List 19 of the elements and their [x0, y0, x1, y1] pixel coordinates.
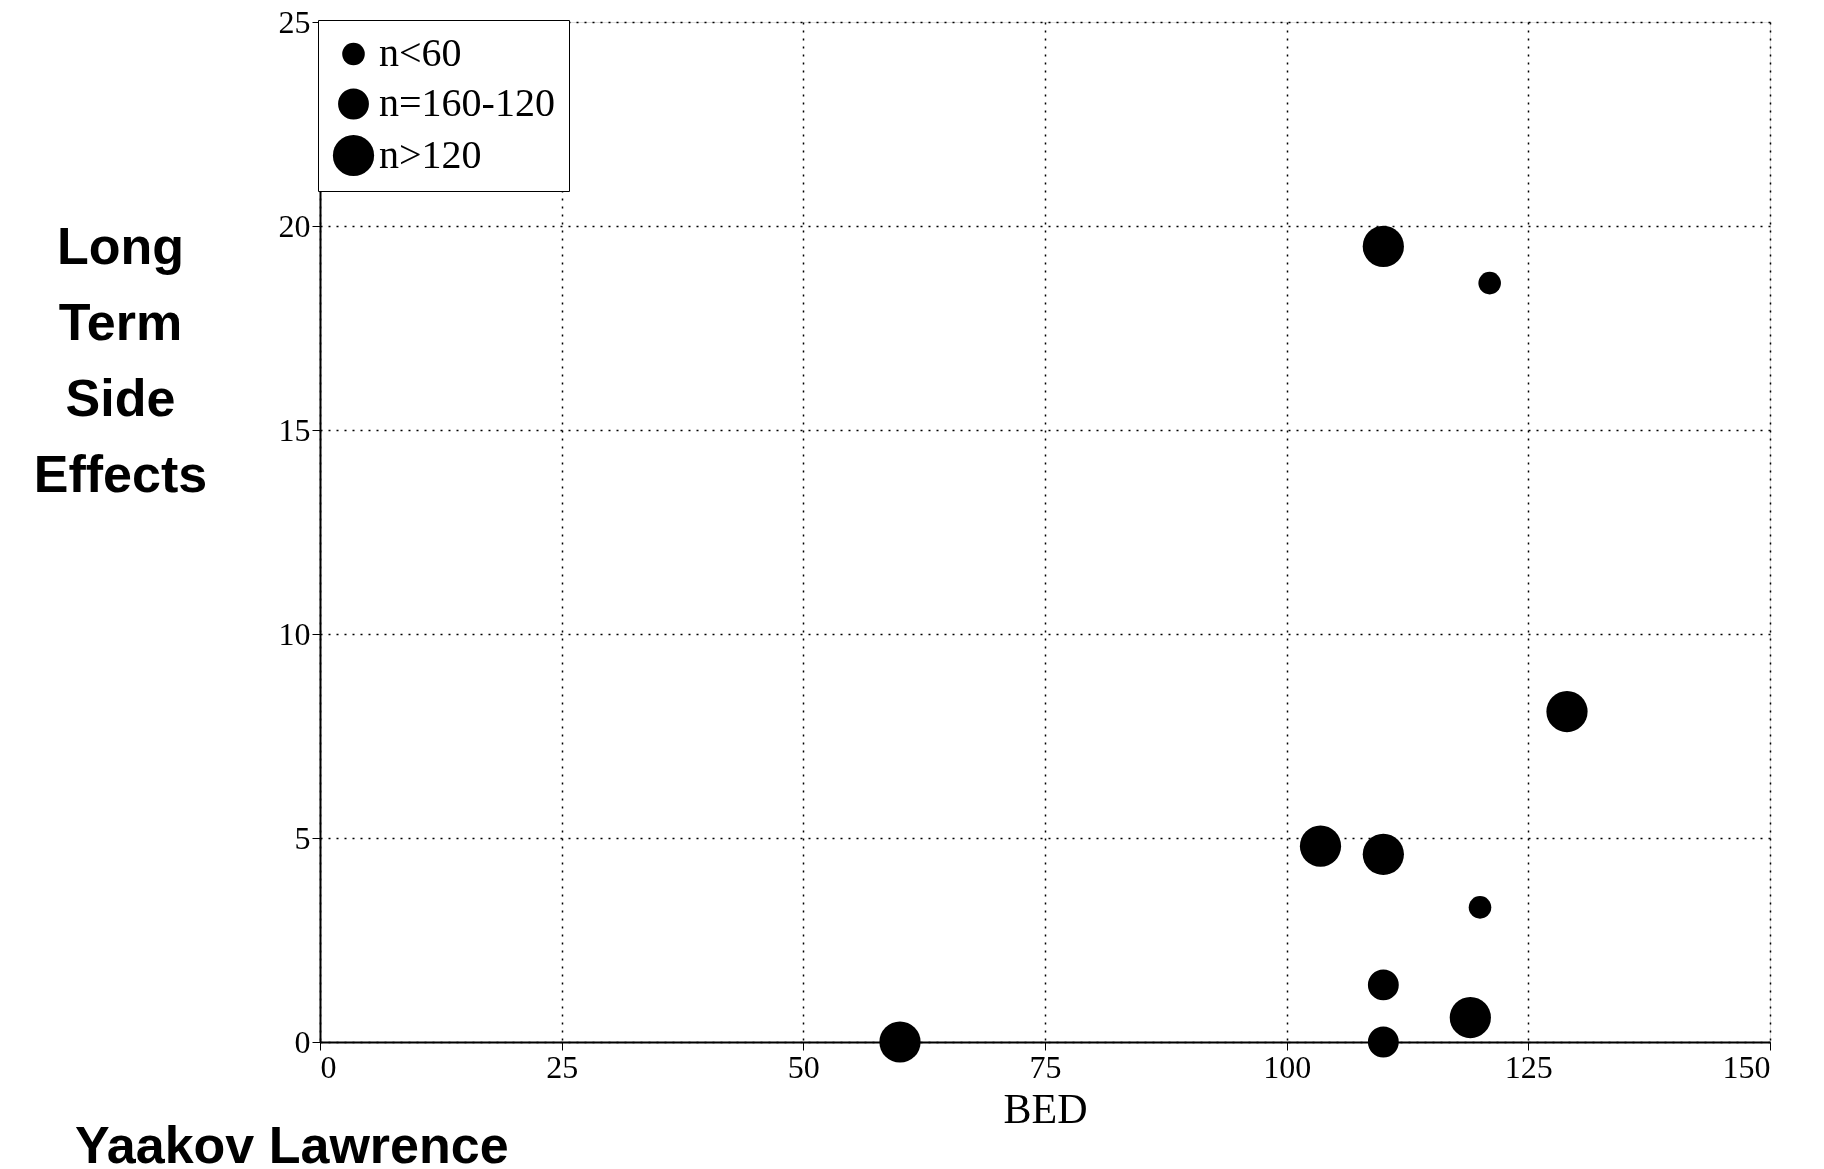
x-tick-label: 125 — [1504, 1048, 1553, 1085]
x-tick-label: 75 — [1029, 1048, 1062, 1085]
y-tick-label: 0 — [294, 1023, 311, 1060]
y-axis-title: Long Term Side Effects — [33, 216, 208, 503]
x-axis-title: BED — [1003, 1085, 1088, 1132]
y-tick-label: 25 — [278, 3, 311, 40]
x-tick-label: 0 — [320, 1048, 337, 1085]
legend-label: n>120 — [379, 131, 482, 177]
x-tick-label: 25 — [546, 1048, 579, 1085]
y-tick-label: 20 — [278, 207, 311, 244]
text: Yaakov Lawrence — [75, 1116, 509, 1169]
y-tick-label: 5 — [294, 819, 311, 856]
y-tick-label: 10 — [278, 615, 311, 652]
legend-label: n=160-120 — [379, 80, 555, 125]
x-tick-label: 100 — [1263, 1048, 1312, 1085]
x-tick-label: 150 — [1722, 1048, 1771, 1085]
legend-label: n<60 — [379, 30, 462, 75]
x-tick-label: 50 — [787, 1048, 820, 1085]
y-tick-label: 15 — [278, 411, 311, 448]
